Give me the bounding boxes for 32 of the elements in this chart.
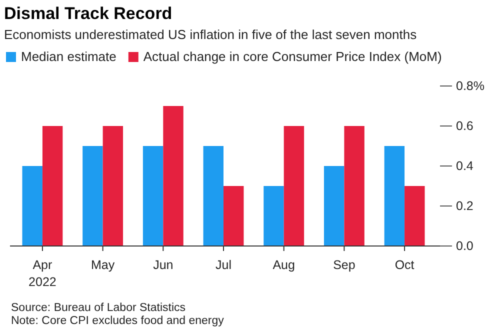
bar: [264, 186, 284, 246]
bar: [82, 146, 103, 246]
y-tick-label: 0.6: [456, 119, 474, 133]
x-tick-label: May: [90, 258, 116, 272]
x-tick-label: Jun: [153, 258, 174, 272]
bar: [344, 126, 364, 246]
text: Note: Core CPI excludes food and energy: [11, 315, 224, 327]
bar: [102, 126, 124, 246]
y-tick-label: 0.2: [456, 199, 474, 213]
bar: [22, 166, 42, 246]
x-tick-label: Apr 2022: [28, 258, 56, 289]
bar: [404, 186, 425, 246]
bar: [142, 146, 164, 246]
chart-title: Dismal Track Record: [4, 4, 172, 23]
bar: [42, 126, 63, 246]
y-tick-label: 0.8%: [456, 79, 484, 93]
bar: [284, 126, 304, 246]
bar: [163, 106, 184, 246]
x-tick-label: Jul: [216, 258, 232, 272]
y-tick-label: 0.4: [456, 159, 474, 173]
x-tick-label: Oct: [394, 258, 415, 272]
bar: [324, 166, 344, 246]
chart-subtitle: Economists underestimated US inflation in five of the last seven months: [4, 27, 418, 42]
x-tick-label: Aug: [272, 258, 296, 272]
bar: [224, 186, 244, 246]
legend-label: Median estimate: [21, 49, 116, 64]
bar: [203, 146, 224, 246]
x-tick-label: Sep: [333, 258, 356, 272]
source-note: Source: Bureau of Labor Statistics: [11, 302, 186, 314]
y-tick-label: 0.0: [456, 239, 474, 253]
legend-label: Actual change in core Consumer Price Index (MoM): [143, 49, 442, 64]
bar: [384, 146, 405, 246]
